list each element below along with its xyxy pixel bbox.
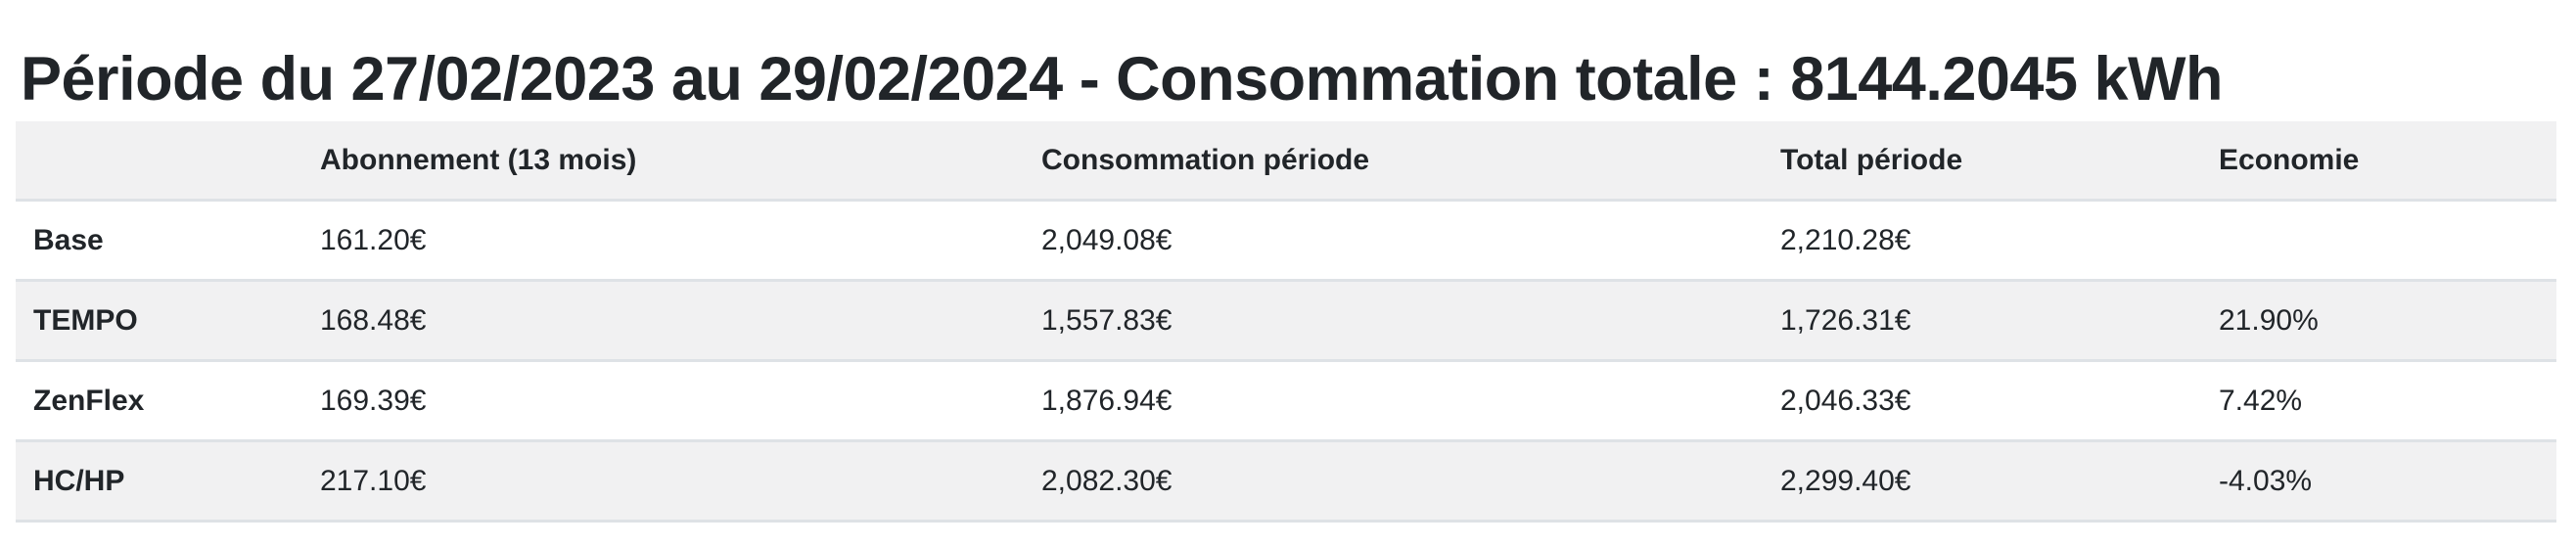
zenflex-total-value: 2,046.33€	[1780, 384, 1911, 417]
tempo-total-value: 1,726.31€	[1780, 303, 1911, 337]
zenflex-consommation-value: 1,876.94€	[1041, 384, 1173, 417]
tempo-economie-value: 21.90%	[2219, 303, 2319, 337]
zenflex-economie-value: 7.42%	[2219, 384, 2303, 417]
base-total-value: 2,210.28€	[1780, 223, 1911, 256]
base-consommation-value: 2,049.08€	[1041, 223, 1173, 256]
column-header-total: Total période	[1780, 143, 1963, 176]
table-body: Base 161.20€ 2,049.08€ 2,210.28€ TEMPO 1…	[16, 201, 2556, 522]
row-label-hchp: HC/HP	[33, 464, 125, 497]
hchp-abonnement-value: 217.10€	[320, 464, 427, 497]
table-row-hchp: HC/HP 217.10€ 2,082.30€ 2,299.40€ -4.03%	[16, 440, 2556, 522]
base-abonnement-value: 161.20€	[320, 223, 427, 256]
tariff-comparison-table: Abonnement (13 mois) Consommation périod…	[16, 121, 2556, 523]
column-header-offer	[16, 121, 304, 201]
hchp-economie-value: -4.03%	[2219, 464, 2313, 497]
page-title: Période du 27/02/2023 au 29/02/2024 - Co…	[21, 45, 2224, 114]
table-header-row: Abonnement (13 mois) Consommation périod…	[16, 121, 2556, 201]
table-header: Abonnement (13 mois) Consommation périod…	[16, 121, 2556, 201]
hchp-total-value: 2,299.40€	[1780, 464, 1911, 497]
table-row-tempo: TEMPO 168.48€ 1,557.83€ 1,726.31€ 21.90%	[16, 280, 2556, 361]
tempo-consommation-value: 1,557.83€	[1041, 303, 1173, 337]
column-header-consommation: Consommation période	[1041, 143, 1370, 176]
column-header-abonnement: Abonnement (13 mois)	[320, 143, 637, 176]
table-row-base: Base 161.20€ 2,049.08€ 2,210.28€	[16, 201, 2556, 281]
hchp-consommation-value: 2,082.30€	[1041, 464, 1173, 497]
table-row-zenflex: ZenFlex 169.39€ 1,876.94€ 2,046.33€ 7.42…	[16, 361, 2556, 441]
tempo-abonnement-value: 168.48€	[320, 303, 427, 337]
column-header-economie: Economie	[2219, 143, 2360, 176]
base-economie-value	[2203, 201, 2556, 281]
tariff-comparison-table-container: Abonnement (13 mois) Consommation périod…	[16, 121, 2556, 523]
zenflex-abonnement-value: 169.39€	[320, 384, 427, 417]
row-label-zenflex: ZenFlex	[33, 384, 145, 417]
row-label-base: Base	[33, 223, 104, 256]
row-label-tempo: TEMPO	[33, 303, 138, 337]
